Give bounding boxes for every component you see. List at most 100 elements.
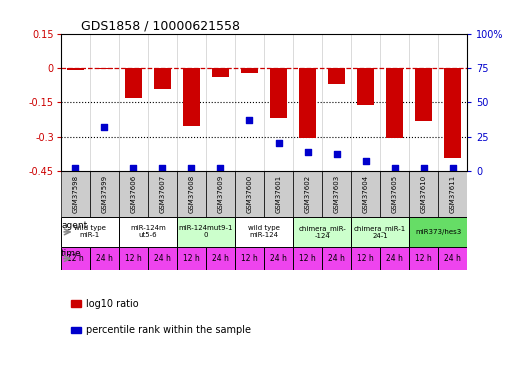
- Text: 24 h: 24 h: [386, 254, 403, 263]
- Text: GSM37611: GSM37611: [450, 175, 456, 213]
- Text: miR-124m
ut5-6: miR-124m ut5-6: [130, 225, 166, 238]
- Text: 24 h: 24 h: [212, 254, 229, 263]
- Text: GDS1858 / 10000621558: GDS1858 / 10000621558: [81, 20, 240, 33]
- Bar: [357, 68, 374, 105]
- Bar: [328, 68, 345, 84]
- Text: 12 h: 12 h: [357, 254, 374, 263]
- Text: 24 h: 24 h: [270, 254, 287, 263]
- Point: [216, 165, 225, 171]
- Text: GSM37598: GSM37598: [72, 175, 78, 213]
- Text: GSM37606: GSM37606: [130, 175, 136, 213]
- Bar: [67, 68, 84, 70]
- Text: GSM37601: GSM37601: [276, 175, 281, 213]
- FancyBboxPatch shape: [148, 171, 177, 217]
- Text: 12 h: 12 h: [125, 254, 142, 263]
- Text: GSM37607: GSM37607: [159, 175, 165, 213]
- FancyBboxPatch shape: [90, 247, 119, 270]
- Bar: [125, 68, 142, 98]
- Point: [420, 165, 428, 171]
- FancyBboxPatch shape: [177, 171, 206, 217]
- FancyBboxPatch shape: [293, 171, 322, 217]
- Bar: [299, 68, 316, 138]
- Text: miR-124mut9-1
0: miR-124mut9-1 0: [178, 225, 233, 238]
- FancyBboxPatch shape: [380, 171, 409, 217]
- Text: GSM37609: GSM37609: [218, 175, 223, 213]
- Text: 24 h: 24 h: [154, 254, 171, 263]
- Point: [391, 165, 399, 171]
- Point: [303, 149, 312, 155]
- FancyBboxPatch shape: [351, 247, 380, 270]
- Point: [361, 158, 370, 164]
- FancyBboxPatch shape: [61, 217, 119, 247]
- Bar: [270, 68, 287, 118]
- Point: [449, 165, 457, 171]
- FancyBboxPatch shape: [90, 171, 119, 217]
- Point: [129, 165, 137, 171]
- Point: [187, 165, 196, 171]
- FancyBboxPatch shape: [409, 217, 467, 247]
- FancyBboxPatch shape: [148, 247, 177, 270]
- FancyBboxPatch shape: [351, 171, 380, 217]
- Text: miR373/hes3: miR373/hes3: [415, 229, 461, 235]
- FancyBboxPatch shape: [119, 171, 148, 217]
- Text: 24 h: 24 h: [328, 254, 345, 263]
- Text: 12 h: 12 h: [416, 254, 432, 263]
- Text: wild type
miR-124: wild type miR-124: [248, 225, 280, 238]
- Text: 24 h: 24 h: [96, 254, 112, 263]
- FancyBboxPatch shape: [409, 247, 438, 270]
- Text: GSM37604: GSM37604: [363, 175, 369, 213]
- FancyBboxPatch shape: [119, 247, 148, 270]
- Point: [71, 165, 80, 171]
- Point: [158, 165, 167, 171]
- FancyBboxPatch shape: [293, 217, 351, 247]
- Text: 12 h: 12 h: [67, 254, 83, 263]
- Bar: [241, 68, 258, 73]
- Text: GSM37602: GSM37602: [305, 175, 310, 213]
- Text: 12 h: 12 h: [241, 254, 258, 263]
- Point: [100, 124, 109, 130]
- Bar: [444, 68, 461, 158]
- FancyBboxPatch shape: [264, 247, 293, 270]
- FancyBboxPatch shape: [264, 171, 293, 217]
- FancyBboxPatch shape: [61, 247, 90, 270]
- FancyBboxPatch shape: [177, 247, 206, 270]
- FancyBboxPatch shape: [177, 217, 235, 247]
- Point: [275, 141, 283, 147]
- Text: chimera_miR-
-124: chimera_miR- -124: [298, 225, 346, 239]
- Bar: [386, 68, 403, 138]
- Text: 12 h: 12 h: [183, 254, 200, 263]
- Text: 12 h: 12 h: [299, 254, 316, 263]
- FancyBboxPatch shape: [293, 247, 322, 270]
- Point: [333, 152, 341, 157]
- FancyBboxPatch shape: [409, 171, 438, 217]
- Text: log10 ratio: log10 ratio: [86, 299, 139, 309]
- FancyBboxPatch shape: [206, 247, 235, 270]
- FancyBboxPatch shape: [322, 247, 351, 270]
- Text: GSM37600: GSM37600: [247, 175, 252, 213]
- Text: wild type
miR-1: wild type miR-1: [74, 225, 106, 238]
- FancyBboxPatch shape: [351, 217, 409, 247]
- FancyBboxPatch shape: [322, 171, 351, 217]
- FancyBboxPatch shape: [206, 171, 235, 217]
- Text: GSM37610: GSM37610: [421, 175, 427, 213]
- FancyBboxPatch shape: [235, 217, 293, 247]
- Bar: [154, 68, 171, 88]
- Bar: [212, 68, 229, 77]
- Bar: [415, 68, 432, 121]
- FancyBboxPatch shape: [438, 171, 467, 217]
- Text: percentile rank within the sample: percentile rank within the sample: [86, 325, 251, 335]
- Text: agent: agent: [61, 221, 87, 230]
- FancyBboxPatch shape: [380, 247, 409, 270]
- Text: GSM37603: GSM37603: [334, 175, 340, 213]
- FancyBboxPatch shape: [438, 247, 467, 270]
- FancyBboxPatch shape: [119, 217, 177, 247]
- FancyBboxPatch shape: [235, 247, 264, 270]
- Text: GSM37608: GSM37608: [188, 175, 194, 213]
- Bar: [183, 68, 200, 126]
- Text: 24 h: 24 h: [445, 254, 461, 263]
- Text: chimera_miR-1
24-1: chimera_miR-1 24-1: [354, 225, 406, 239]
- Point: [245, 117, 254, 123]
- Text: time: time: [61, 249, 82, 258]
- FancyBboxPatch shape: [235, 171, 264, 217]
- Text: GSM37605: GSM37605: [392, 175, 398, 213]
